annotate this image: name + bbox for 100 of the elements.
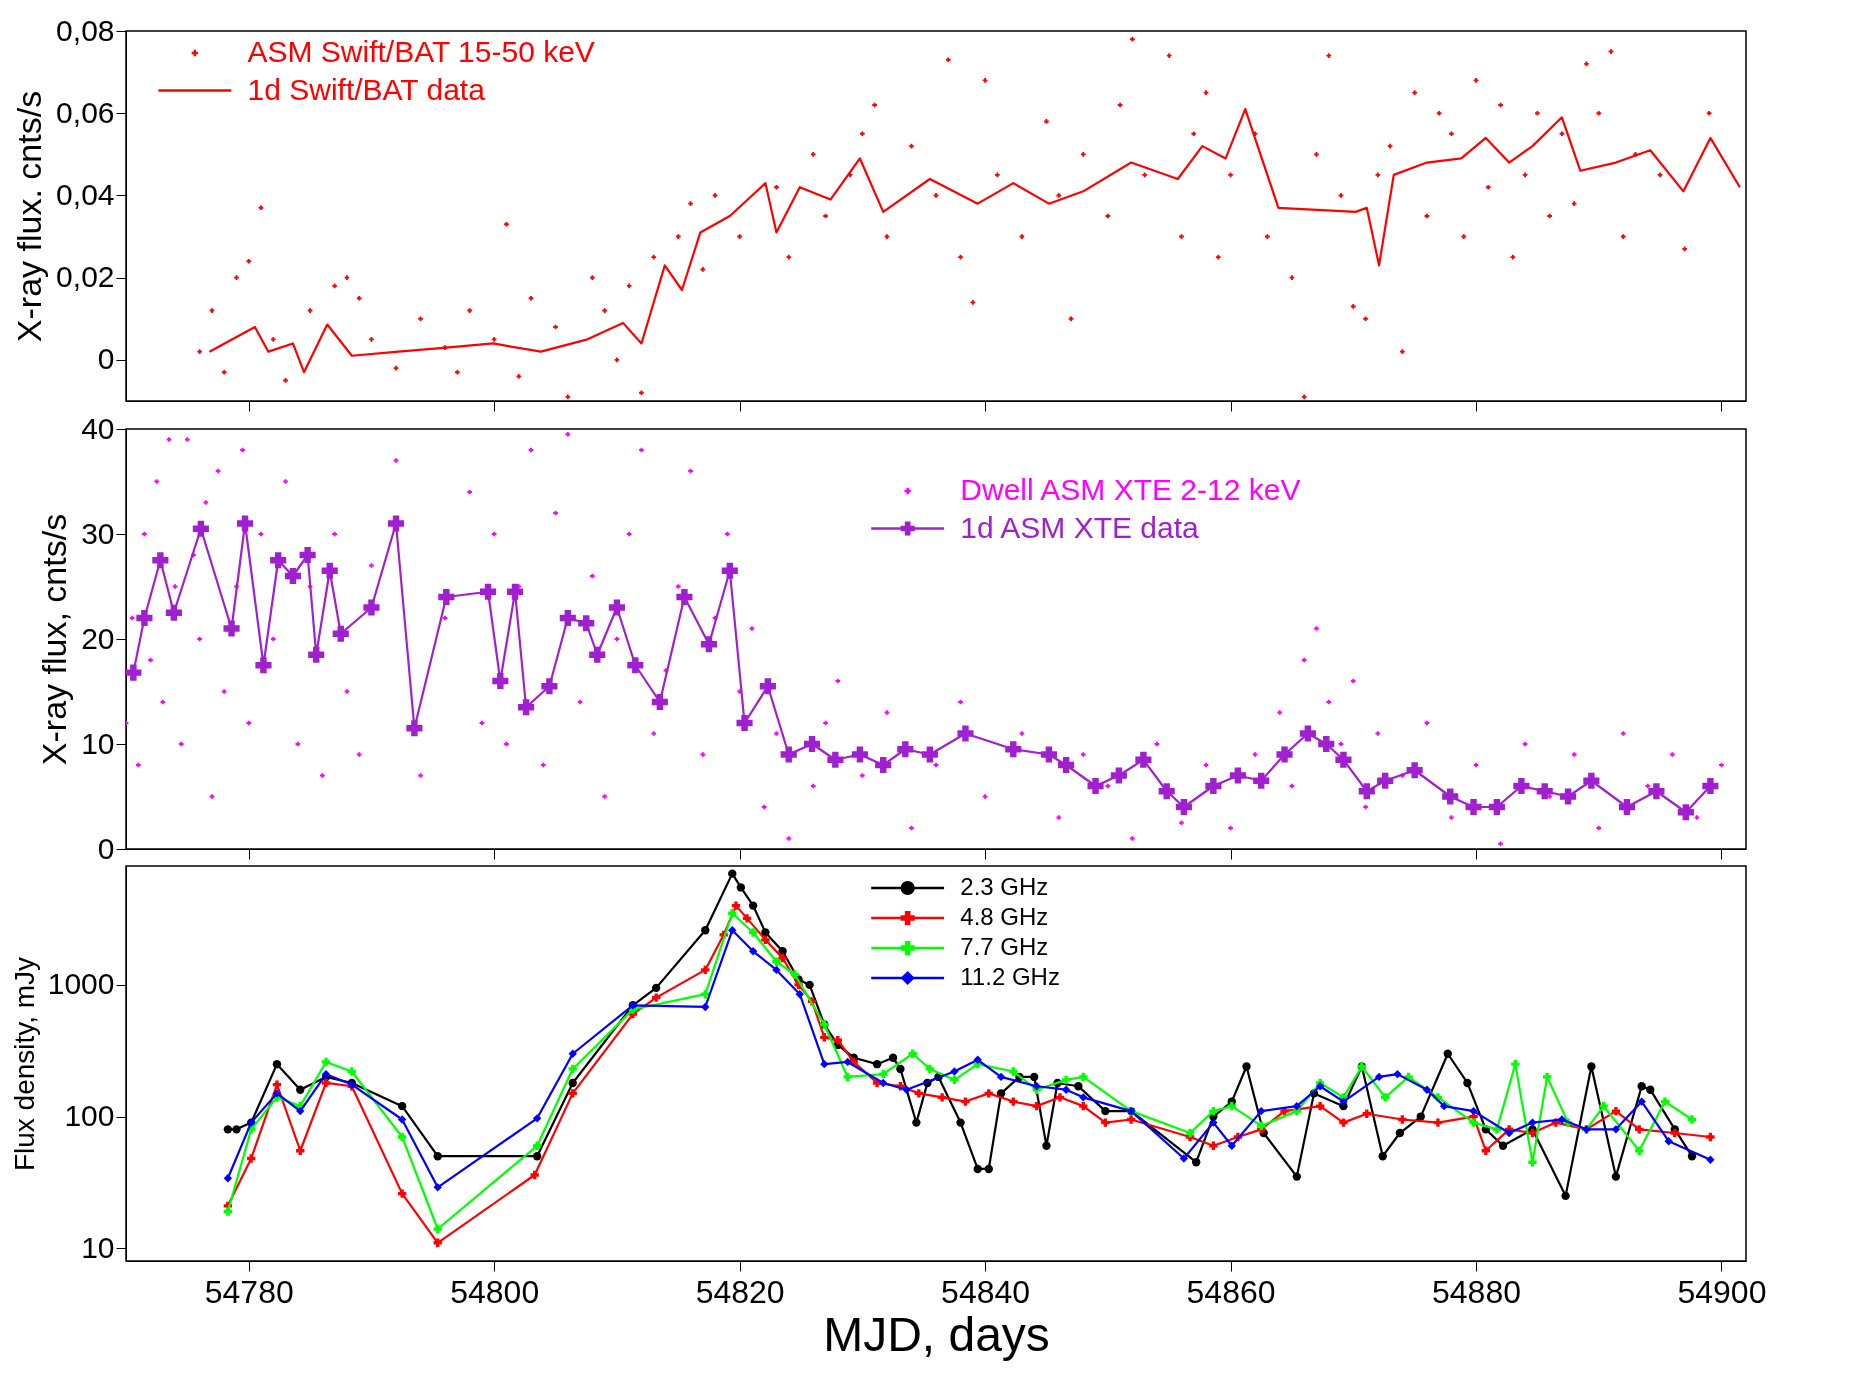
point xyxy=(1209,1106,1218,1116)
point xyxy=(772,957,781,966)
point xyxy=(1611,1125,1621,1134)
y-tick-label: 100 xyxy=(64,1099,115,1133)
y-tick-label: 30 xyxy=(81,516,115,550)
point xyxy=(1439,1101,1449,1111)
point xyxy=(1185,1128,1195,1138)
point xyxy=(1209,1141,1218,1150)
y-tick-label: 10 xyxy=(81,1230,115,1264)
point xyxy=(568,1089,577,1098)
point xyxy=(950,1075,959,1085)
point xyxy=(1032,1101,1041,1111)
point xyxy=(1543,1072,1552,1082)
point xyxy=(1257,1106,1266,1116)
point xyxy=(1599,1101,1608,1111)
point xyxy=(1209,1118,1218,1127)
point xyxy=(879,1069,888,1079)
point xyxy=(1101,1118,1110,1127)
x-tick-label: 54860 xyxy=(1186,1273,1276,1310)
point xyxy=(1227,1101,1236,1111)
point xyxy=(748,928,758,937)
legend-label: 4.8 GHz xyxy=(960,903,1049,930)
point xyxy=(1079,1101,1088,1111)
point xyxy=(272,1089,282,1098)
point xyxy=(1079,1093,1088,1102)
point xyxy=(1315,1082,1325,1091)
point xyxy=(937,1093,947,1102)
point xyxy=(701,1002,710,1012)
point xyxy=(701,965,710,975)
y-axis-title: X-ray flux, cnts/s xyxy=(35,513,74,766)
point xyxy=(1055,1093,1065,1102)
point xyxy=(1339,1097,1348,1106)
point xyxy=(1257,1121,1266,1131)
point xyxy=(731,901,741,910)
y-tick-label: 40 xyxy=(81,411,115,445)
y-tick-label: 0 xyxy=(97,831,115,865)
y-tick-label: 0,04 xyxy=(56,177,115,211)
point xyxy=(1079,1072,1088,1082)
legend-label: Dwell ASM XTE 2-12 keV xyxy=(960,473,1301,506)
point xyxy=(879,1078,888,1088)
point xyxy=(1469,1106,1478,1116)
point xyxy=(843,1072,852,1082)
point xyxy=(397,1189,407,1198)
point xyxy=(1660,1097,1670,1106)
x-tick-label: 54900 xyxy=(1677,1273,1767,1310)
point xyxy=(914,1089,923,1098)
point xyxy=(1009,1097,1018,1106)
point xyxy=(950,1067,959,1076)
point xyxy=(321,1078,331,1088)
point xyxy=(397,1132,407,1142)
point xyxy=(1504,1128,1514,1138)
point xyxy=(247,1154,256,1163)
point xyxy=(748,947,758,956)
point xyxy=(532,1141,542,1150)
point xyxy=(1469,1118,1478,1127)
point xyxy=(1398,1115,1407,1124)
point xyxy=(1422,1085,1432,1094)
point xyxy=(223,1207,233,1216)
y-axis-title: X-ray flux. cnts/s xyxy=(10,90,49,343)
x-tick-label: 54800 xyxy=(450,1273,540,1310)
point xyxy=(272,1080,282,1089)
point xyxy=(1292,1101,1301,1111)
point xyxy=(433,1183,442,1192)
point xyxy=(984,1089,993,1098)
point xyxy=(1687,1115,1697,1124)
point xyxy=(772,965,781,975)
point xyxy=(532,1114,542,1123)
x-tick-label: 54780 xyxy=(204,1273,294,1310)
point xyxy=(568,1049,577,1058)
point xyxy=(1374,1072,1384,1082)
point xyxy=(1381,1093,1390,1102)
point xyxy=(223,1174,233,1183)
point xyxy=(530,1170,539,1180)
legend-label: ASM Swift/BAT 15-50 keV xyxy=(247,35,595,68)
point xyxy=(1528,1158,1537,1167)
y-tick-label: 0,08 xyxy=(56,13,115,47)
x-axis-title: MJD, days xyxy=(823,1307,1050,1361)
point xyxy=(1557,1115,1567,1124)
point xyxy=(742,914,752,923)
point xyxy=(296,1106,305,1116)
line-series xyxy=(208,108,1741,374)
point xyxy=(761,935,770,944)
point xyxy=(1009,1067,1018,1076)
point xyxy=(568,1064,577,1074)
point xyxy=(1061,1075,1071,1085)
point xyxy=(925,1064,935,1074)
point xyxy=(1611,1106,1621,1116)
point xyxy=(1637,1097,1646,1106)
point xyxy=(1664,1137,1673,1146)
point xyxy=(1061,1085,1071,1094)
legend-label: 11.2 GHz xyxy=(960,963,1060,990)
legend-label: 2.3 GHz xyxy=(960,873,1049,900)
point xyxy=(1706,1155,1715,1164)
point xyxy=(1179,1154,1189,1163)
y-tick-label: 0 xyxy=(97,342,115,376)
point xyxy=(652,993,661,1002)
y-tick-label: 1000 xyxy=(47,967,115,1001)
point xyxy=(433,1224,442,1234)
point xyxy=(1635,1125,1644,1134)
point xyxy=(778,953,787,963)
